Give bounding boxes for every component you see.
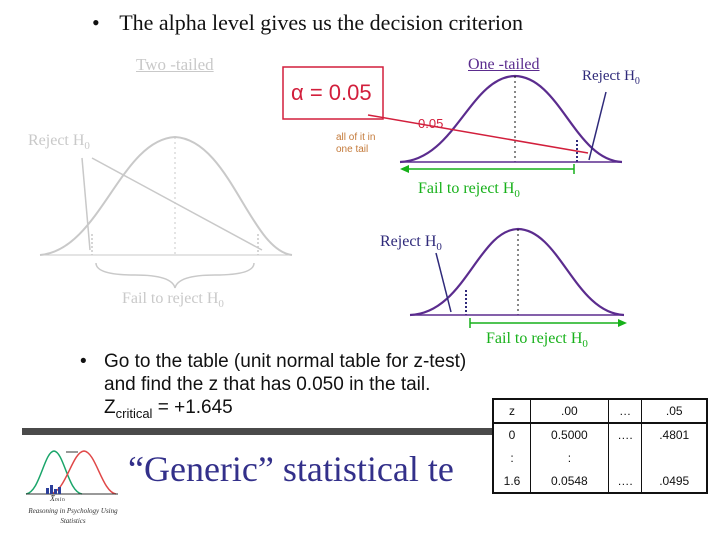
z-table-cell: 1.6: [503, 473, 521, 488]
z-table-cell: [607, 446, 642, 470]
alpha-box-frame: [282, 66, 384, 120]
table-row: 1.6 0.0548 …. .0495: [493, 469, 707, 493]
z-table-header-cell: …: [607, 399, 642, 424]
z-critical: Zcritical = +1.645: [104, 397, 233, 421]
two-tailed-reject-arrow-right: [91, 157, 263, 251]
z-table-cell: 0.5000: [530, 423, 609, 447]
z-table-cell: ….: [607, 423, 642, 447]
bullet-marker-2: •: [80, 351, 87, 372]
z-table-header-cell: .05: [641, 399, 707, 424]
table-row: : :: [493, 446, 707, 470]
z-table-cell: 0: [508, 428, 516, 443]
two-tailed-fail-label: Fail to reject H0: [122, 290, 224, 311]
lower-curve: [409, 227, 625, 317]
z-table: z .00 … .05 0 0.5000 …. .4801 : : 1.6 0.…: [492, 398, 708, 494]
z-table-cell: [641, 446, 707, 470]
z-table-header-cell: .00: [530, 399, 609, 424]
alpha-pointer-line: [367, 114, 589, 154]
z-table-cell: .4801: [641, 423, 707, 447]
z-table-cell: 0.0548: [530, 469, 609, 493]
z-table-cell: .0495: [641, 469, 707, 493]
alpha-label: α = 0.05: [291, 80, 372, 105]
lower-reject-arrow: [435, 252, 452, 313]
bullet-1: • The alpha level gives us the decision …: [92, 10, 523, 35]
one-tailed-fail-arrowhead-left: [400, 165, 409, 173]
two-tailed-curve: [39, 135, 293, 256]
bullet-2-line1: Go to the table (unit normal table for z…: [104, 351, 467, 372]
lower-reject-label: Reject H0: [380, 233, 442, 254]
z-table-header-cell: z: [493, 399, 531, 424]
alpha-value-annot: 0.05: [418, 116, 444, 131]
two-tailed-fail-brace: [95, 262, 255, 289]
logo-caption: Reasoning in Psychology Using Statistics: [28, 507, 118, 525]
bullet-1-text: The alpha level gives us the decision cr…: [119, 10, 524, 35]
alpha-note: all of it in one tail: [336, 132, 376, 155]
one-tailed-title: One -tailed: [468, 56, 540, 73]
logo-xbar: X̄ₘₗₙ: [50, 494, 65, 503]
footer-title: “Generic” statistical te: [128, 449, 454, 489]
lower-fail-label: Fail to reject H0: [486, 330, 588, 351]
table-row: 0 0.5000 …. .4801: [493, 423, 707, 447]
two-tailed-reject-arrow-left: [81, 157, 91, 251]
one-tailed-reject-label: Reject H0: [582, 68, 640, 87]
two-tailed-reject-label: Reject H0: [28, 132, 90, 153]
logo-graphic: [25, 450, 118, 495]
z-table-cell: ….: [607, 469, 642, 493]
bullet-2-line2: and find the z that has 0.050 in the tai…: [104, 374, 431, 395]
one-tailed-reject-arrow: [588, 91, 607, 161]
z-table-header: z .00 … .05: [493, 399, 707, 424]
z-table-cell: :: [510, 450, 514, 465]
bullet-marker: •: [92, 10, 100, 35]
divider-bar: [22, 428, 492, 435]
one-tailed-fail-label: Fail to reject H0: [418, 180, 520, 201]
two-tailed-title: Two -tailed: [136, 55, 214, 74]
lower-fail-arrowhead-right: [618, 319, 627, 327]
z-table-cell: :: [530, 446, 609, 470]
bullet-2: • Go to the table (unit normal table for…: [80, 350, 466, 425]
